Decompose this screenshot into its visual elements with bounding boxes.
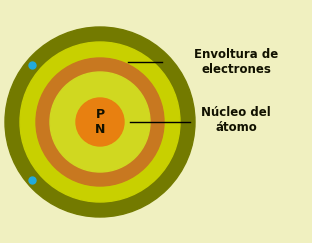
Text: Envoltura de
electrones: Envoltura de electrones bbox=[194, 48, 278, 76]
Circle shape bbox=[20, 42, 180, 202]
Text: P
N: P N bbox=[95, 108, 105, 136]
Point bbox=[30, 178, 35, 182]
Text: Núcleo del
átomo: Núcleo del átomo bbox=[201, 106, 271, 134]
Circle shape bbox=[36, 58, 164, 186]
Point bbox=[30, 63, 35, 67]
Circle shape bbox=[76, 98, 124, 146]
Circle shape bbox=[50, 72, 150, 172]
Circle shape bbox=[5, 27, 195, 217]
